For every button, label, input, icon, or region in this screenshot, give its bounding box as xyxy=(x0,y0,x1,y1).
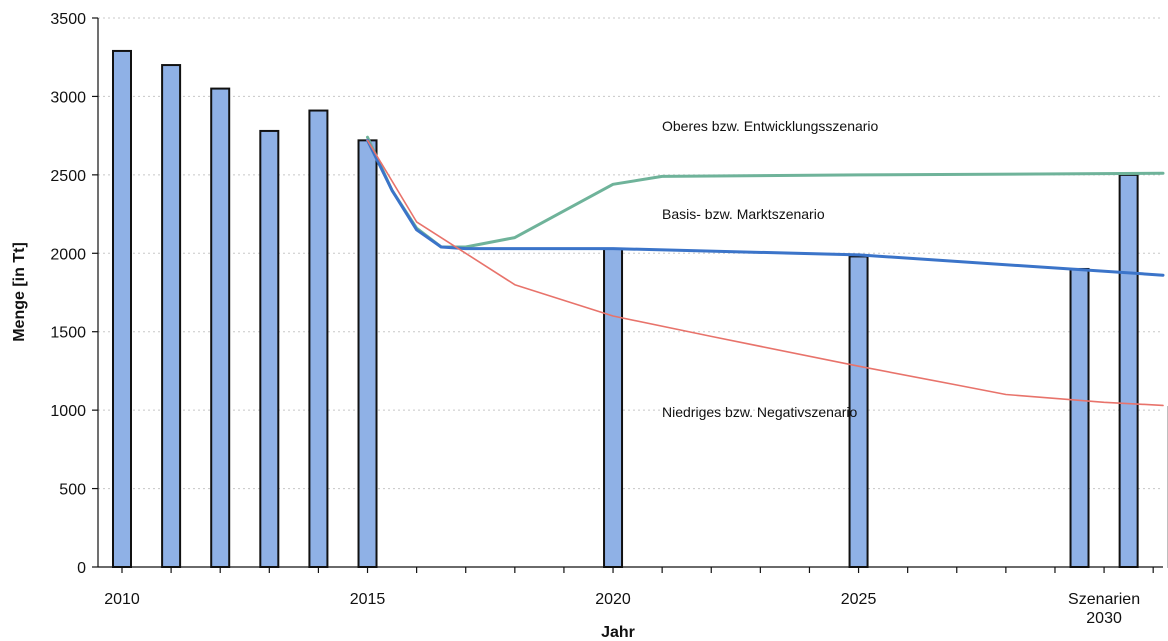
x-axis-title: Jahr xyxy=(601,624,635,641)
x-tick-label: 2010 xyxy=(104,591,140,608)
y-tick-label: 3000 xyxy=(50,89,86,106)
bar xyxy=(357,139,378,568)
bars xyxy=(112,49,1168,569)
x-tick-label: 2030 xyxy=(1086,610,1122,627)
bar xyxy=(603,247,624,569)
scenario-lines xyxy=(366,135,1165,407)
y-tick-label: 1500 xyxy=(50,325,86,342)
series-line xyxy=(366,138,1165,277)
bar xyxy=(210,87,231,568)
bar xyxy=(1069,267,1090,568)
bar xyxy=(112,49,132,568)
y-tick-label: 3500 xyxy=(50,11,86,28)
axes: 0 500 1000 1500 2000 2500 3000 3500 2010 2015 2020… xyxy=(50,11,1163,627)
x-tick-label-scenarios: Szenarien xyxy=(1068,591,1140,608)
x-tick-label: 2020 xyxy=(595,591,631,608)
y-axis-title: Menge [in Tt] xyxy=(11,242,28,342)
gridlines xyxy=(98,17,1163,490)
bar xyxy=(259,129,280,569)
x-tick-label: 2025 xyxy=(841,591,877,608)
bar xyxy=(161,64,182,569)
bar xyxy=(1118,173,1139,568)
series-line xyxy=(366,139,1164,407)
y-tick-label: 2500 xyxy=(50,168,86,185)
y-tick-label: 0 xyxy=(77,560,86,577)
series-label-upper: Oberes bzw. Entwicklungsszenario xyxy=(662,118,879,134)
bar xyxy=(308,109,329,568)
series-label-basis: Basis- bzw. Marktszenario xyxy=(662,206,825,222)
x-tick-label: 2015 xyxy=(350,591,386,608)
y-tick-label: 1000 xyxy=(50,403,86,420)
y-tick-label: 500 xyxy=(59,482,86,499)
series-line xyxy=(366,135,1165,249)
series-label-low: Niedriges bzw. Negativszenario xyxy=(662,404,858,420)
y-tick-label: 2000 xyxy=(50,246,86,263)
